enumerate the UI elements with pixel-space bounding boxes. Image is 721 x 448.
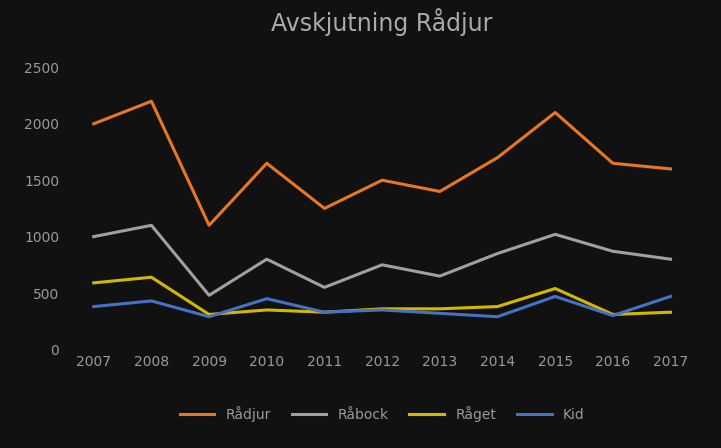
Råget	[205, 312, 213, 317]
Kid	[666, 294, 675, 299]
Rådjur	[147, 99, 156, 104]
Kid	[147, 298, 156, 304]
Råbock	[493, 251, 502, 256]
Råget	[89, 280, 98, 285]
Kid	[205, 314, 213, 319]
Rådjur	[320, 206, 329, 211]
Rådjur	[493, 155, 502, 160]
Råbock	[609, 249, 617, 254]
Rådjur	[205, 223, 213, 228]
Råbock	[378, 262, 386, 267]
Rådjur	[666, 166, 675, 172]
Rådjur	[378, 177, 386, 183]
Råbock	[89, 234, 98, 239]
Kid	[89, 304, 98, 309]
Råbock	[551, 232, 559, 237]
Råget	[378, 306, 386, 311]
Line: Råbock: Råbock	[94, 225, 671, 295]
Title: Avskjutning Rådjur: Avskjutning Rådjur	[271, 8, 493, 36]
Råget	[262, 307, 271, 313]
Råget	[320, 310, 329, 315]
Kid	[493, 314, 502, 319]
Råget	[493, 304, 502, 309]
Rådjur	[551, 110, 559, 115]
Rådjur	[435, 189, 444, 194]
Rådjur	[262, 160, 271, 166]
Råbock	[147, 223, 156, 228]
Kid	[262, 296, 271, 302]
Råbock	[320, 284, 329, 290]
Line: Råget: Råget	[94, 277, 671, 314]
Råbock	[262, 257, 271, 262]
Line: Kid: Kid	[94, 297, 671, 317]
Råbock	[666, 257, 675, 262]
Råget	[551, 286, 559, 291]
Rådjur	[89, 121, 98, 126]
Kid	[609, 313, 617, 318]
Råbock	[435, 273, 444, 279]
Råget	[435, 306, 444, 311]
Råget	[147, 275, 156, 280]
Kid	[320, 310, 329, 315]
Legend: Rådjur, Råbock, Råget, Kid: Rådjur, Råbock, Råget, Kid	[174, 401, 590, 428]
Kid	[378, 307, 386, 313]
Råbock	[205, 293, 213, 298]
Råget	[666, 310, 675, 315]
Kid	[551, 294, 559, 299]
Line: Rådjur: Rådjur	[94, 101, 671, 225]
Kid	[435, 310, 444, 316]
Råget	[609, 312, 617, 317]
Rådjur	[609, 160, 617, 166]
